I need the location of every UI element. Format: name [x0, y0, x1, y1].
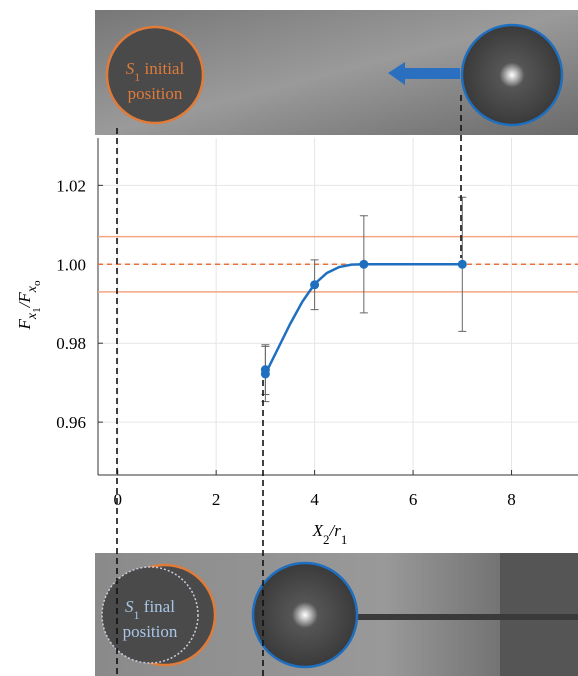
label-part: 1: [31, 307, 43, 313]
label-part: o: [31, 280, 43, 286]
label-part: /r: [329, 521, 342, 540]
label-part: 1: [134, 70, 140, 84]
x-tick-label: 8: [507, 490, 516, 509]
y-tick-label: 0.96: [56, 413, 86, 432]
y-tick-label: 1.00: [56, 255, 86, 274]
label-part: 2: [323, 532, 330, 547]
top-photo: [95, 10, 578, 135]
label-part: X: [312, 521, 324, 540]
data-point: [260, 369, 270, 379]
x-tick-label: 4: [310, 490, 319, 509]
data-point: [457, 259, 467, 269]
label-part: S: [125, 597, 134, 616]
annotation: position: [128, 84, 183, 103]
annotation: S1 final: [125, 597, 175, 622]
fit-line: [264, 263, 463, 375]
y-axis-label: Fx1/Fxo: [15, 280, 43, 330]
data-point: [359, 259, 369, 269]
label-part: F: [15, 318, 34, 330]
y-tick-label: 1.02: [56, 176, 86, 195]
label-part: initial: [140, 59, 184, 78]
x-tick-label: 6: [409, 490, 418, 509]
x-axis-label: X2/r1: [312, 521, 348, 547]
data-point: [310, 280, 320, 290]
annotation: position: [123, 622, 178, 641]
x-tick-label: 2: [212, 490, 221, 509]
label-part: /F: [15, 292, 34, 309]
guide-lines: [116, 95, 462, 676]
plot-area: [98, 138, 578, 475]
y-tick-label: 0.98: [56, 334, 86, 353]
label-part: S: [126, 59, 135, 78]
label-part: 1: [341, 532, 348, 547]
annotation: S1 initial: [126, 59, 185, 84]
bottom-photo: [95, 553, 578, 676]
label-part: x: [25, 285, 40, 293]
label-part: 1: [134, 608, 140, 622]
label-part: x: [25, 312, 40, 320]
label-part: final: [140, 597, 176, 616]
